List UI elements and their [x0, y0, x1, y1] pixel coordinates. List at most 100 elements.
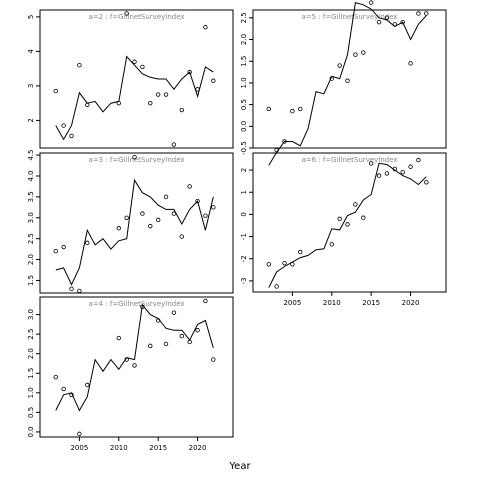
- observed-point: [53, 249, 58, 254]
- observed-point: [353, 52, 358, 57]
- observed-point: [400, 19, 405, 25]
- observed-point: [85, 240, 90, 246]
- y-tick-label: 2: [27, 118, 35, 122]
- observed-point: [195, 328, 200, 333]
- observed-point: [329, 242, 334, 247]
- y-tick-label: 2.0: [27, 254, 35, 265]
- y-tick-label: 1.5: [27, 368, 35, 379]
- observed-point: [211, 205, 216, 210]
- observed-point: [163, 341, 169, 347]
- panel-frame: [252, 152, 447, 293]
- x-tick-label: 2020: [402, 299, 420, 307]
- observed-point: [148, 100, 153, 106]
- y-tick-label: 0.5: [27, 407, 35, 418]
- y-tick-label: 0: [240, 212, 248, 216]
- observed-point: [140, 211, 145, 216]
- y-tick-label: 0.0: [27, 426, 35, 437]
- x-tick-label: 2010: [110, 444, 128, 452]
- observed-point: [69, 286, 74, 292]
- fitted-line: [55, 178, 214, 286]
- x-axis-label: Year: [228, 461, 251, 472]
- observed-point: [61, 386, 66, 392]
- observed-point: [290, 262, 295, 267]
- observed-point: [195, 198, 200, 204]
- observed-point: [140, 64, 145, 70]
- observed-point: [368, 161, 374, 166]
- observed-point: [85, 102, 90, 108]
- observed-point: [187, 339, 192, 345]
- panel-frame: [39, 152, 234, 294]
- observed-point: [85, 382, 90, 388]
- observed-point: [203, 213, 208, 218]
- y-tick-label: -1: [240, 233, 248, 240]
- observed-point: [337, 216, 342, 222]
- observed-point: [61, 123, 66, 128]
- y-tick-label: 2: [240, 168, 248, 172]
- panel-title: a=6 : f=GillnetSurveyIndex: [301, 156, 397, 164]
- observed-point: [424, 180, 429, 185]
- x-tick-label: 2015: [149, 444, 167, 452]
- observed-point: [424, 11, 429, 16]
- observed-point: [408, 61, 413, 66]
- panel-frame: [39, 296, 234, 438]
- observed-point: [266, 262, 271, 267]
- observed-point: [416, 157, 421, 163]
- observed-point: [116, 335, 121, 341]
- observed-point: [345, 78, 350, 83]
- observed-point: [77, 431, 82, 437]
- observed-point: [69, 392, 74, 397]
- y-tick-label: 2.0: [240, 34, 248, 45]
- panel-title: a=2 : f=GillnetSurveyIndex: [88, 13, 184, 21]
- observed-point: [132, 59, 137, 64]
- observed-point: [124, 215, 129, 220]
- observed-point: [290, 108, 295, 114]
- observed-point: [408, 164, 413, 169]
- observed-point: [77, 62, 82, 68]
- observed-point: [187, 184, 192, 189]
- x-tick-label: 2015: [362, 299, 380, 307]
- observed-point: [77, 288, 82, 294]
- observed-point: [53, 374, 58, 380]
- observed-point: [211, 78, 216, 83]
- observed-point: [163, 194, 169, 200]
- fitted-line: [55, 303, 214, 412]
- y-tick-label: 2.5: [240, 12, 248, 23]
- y-tick-label: 1.0: [240, 77, 248, 88]
- observed-point: [179, 107, 184, 113]
- observed-point: [61, 244, 66, 250]
- x-tick-label: 2005: [70, 444, 88, 452]
- observed-point: [203, 298, 208, 304]
- y-tick-label: 4.5: [27, 150, 35, 161]
- observed-point: [148, 223, 153, 229]
- fitted-line: [268, 1, 427, 166]
- observed-point: [400, 170, 405, 175]
- observed-point: [266, 106, 271, 112]
- observed-point: [392, 166, 397, 172]
- y-tick-label: 0.5: [240, 99, 248, 110]
- observed-point: [203, 25, 208, 30]
- y-tick-label: 3: [27, 84, 35, 88]
- observed-point: [384, 15, 390, 21]
- observed-point: [416, 11, 421, 16]
- observed-point: [211, 357, 216, 362]
- observed-point: [274, 147, 279, 153]
- fitted-line: [55, 55, 214, 141]
- y-tick-label: 4.0: [27, 170, 35, 181]
- observed-point: [298, 249, 303, 255]
- observed-point: [392, 22, 397, 27]
- y-tick-label: -0.5: [240, 141, 248, 155]
- observed-point: [337, 63, 342, 68]
- y-tick-label: 2.0: [27, 348, 35, 359]
- y-tick-label: 1: [240, 190, 248, 194]
- observed-point: [368, 0, 374, 5]
- observed-point: [69, 133, 74, 139]
- y-tick-label: 3.5: [27, 191, 35, 202]
- x-tick-label: 2005: [283, 299, 301, 307]
- y-tick-label: 5: [27, 15, 35, 19]
- observed-point: [282, 260, 287, 266]
- fitted-line: [268, 162, 427, 288]
- observed-point: [148, 343, 153, 349]
- observed-point: [195, 87, 200, 92]
